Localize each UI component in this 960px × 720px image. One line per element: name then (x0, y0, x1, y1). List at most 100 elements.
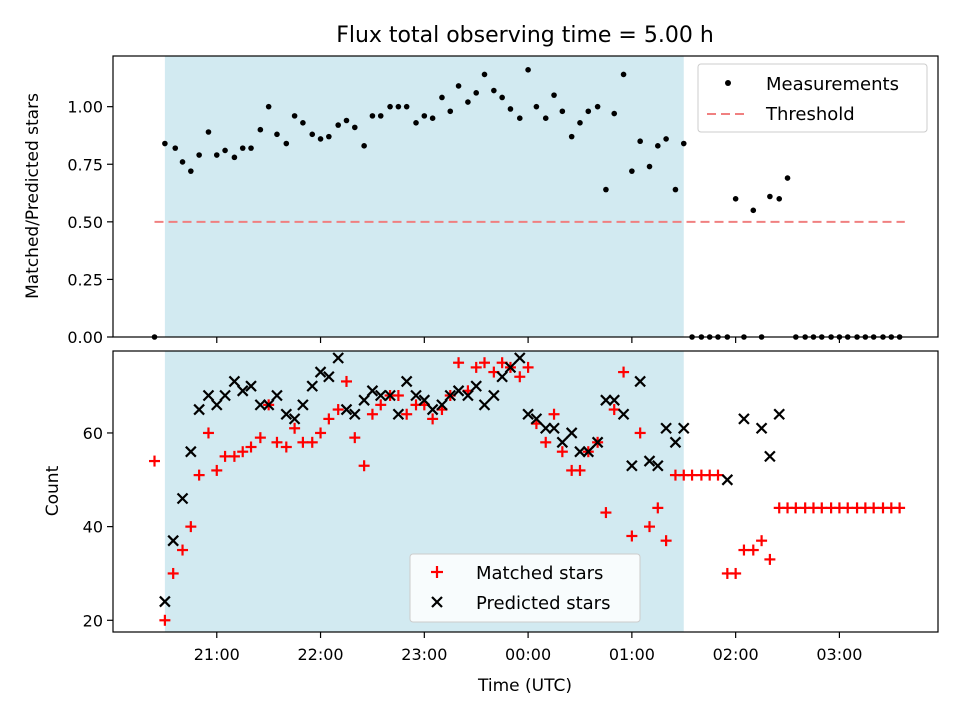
matched-star-point (470, 361, 482, 373)
matched-star-point (297, 436, 309, 448)
predicted-star-point (773, 408, 786, 421)
measurement-point (172, 145, 179, 151)
predicted-star-point (392, 408, 405, 421)
predicted-star-point (374, 389, 387, 402)
matched-star-point (315, 427, 327, 439)
bottom-x-tick-label: 21:00 (194, 645, 240, 664)
measurement-point (309, 131, 316, 138)
predicted-star-point (600, 394, 612, 406)
top-y-tick-label: 1.00 (67, 98, 103, 117)
matched-star-point (202, 427, 214, 439)
matched-star-point (730, 567, 742, 579)
predicted-star-point (652, 459, 664, 472)
matched-star-point (245, 441, 257, 453)
matched-star-point (332, 404, 344, 416)
measurement-point (672, 186, 679, 193)
matched-star-point (211, 464, 223, 476)
bottom-y-tick-label: 60 (83, 424, 103, 443)
predicted-star-point (556, 436, 569, 449)
predicted-star-point (185, 445, 197, 458)
predicted-star-point (626, 459, 638, 472)
measurement-point (222, 147, 228, 154)
matched-star-point (375, 399, 387, 411)
matched-star-point (177, 544, 189, 556)
matched-star-point (764, 553, 776, 565)
measurement-point (387, 103, 393, 110)
predicted-star-point (167, 534, 179, 547)
measurement-point (732, 196, 739, 202)
predicted-star-point (591, 436, 604, 449)
predicted-star-point (236, 385, 249, 397)
measurement-point (516, 115, 523, 121)
bottom-x-tick-label: 02:00 (713, 645, 759, 664)
predicted-star-point (452, 385, 465, 397)
predicted-star-point (306, 380, 319, 392)
predicted-star-point (755, 422, 768, 435)
bottom-x-tick-label: 23:00 (401, 645, 447, 664)
measurement-point (473, 90, 480, 96)
matched-star-point (340, 375, 352, 387)
measurement-point (594, 103, 601, 110)
measurement-point (507, 106, 514, 112)
predicted-star-point (504, 361, 517, 374)
matched-star-point (738, 544, 750, 556)
matched-star-point (644, 521, 656, 533)
matched-star-point (522, 361, 534, 373)
measurement-point (568, 133, 575, 140)
measurement-point (274, 131, 280, 138)
matched-star-point (349, 432, 361, 444)
predicted-star-point (202, 389, 215, 402)
predicted-star-point (539, 422, 552, 435)
bottom-x-tick-label: 03:00 (816, 645, 862, 664)
bottom-legend: Matched stars Predicted stars (409, 553, 641, 623)
measurement-point (248, 145, 254, 151)
predicted-star-point (669, 436, 682, 449)
predicted-star-point (478, 399, 491, 411)
bottom-y-tick-label: 20 (83, 611, 103, 630)
matched-star-point (193, 469, 205, 481)
predicted-star-point (366, 385, 379, 397)
matched-star-point (747, 544, 759, 556)
matched-star-point (540, 436, 552, 448)
measurement-point (629, 168, 635, 174)
matched-star-point (608, 404, 620, 416)
measurement-point (499, 94, 505, 101)
matched-star-point (574, 464, 586, 476)
measurement-point (447, 108, 454, 115)
measurement-point (680, 140, 687, 147)
measurement-point (283, 140, 290, 147)
predicted-star-point (358, 394, 370, 406)
top-y-axis-label: Matched/Predicted stars (23, 93, 43, 299)
measurement-point (542, 115, 549, 121)
measurement-point (481, 71, 488, 78)
measurement-point (421, 113, 428, 119)
predicted-star-point (617, 408, 630, 421)
measurement-point (326, 133, 332, 140)
measurement-point (162, 140, 168, 147)
matched-star-point (149, 455, 161, 467)
matched-star-point (479, 357, 491, 369)
top-y-tick-label: 0.00 (67, 328, 103, 347)
top-y-tick-label: 0.75 (67, 155, 103, 174)
matched-star-point (323, 413, 335, 425)
top-panel: 0.00 0.25 0.50 0.75 1.00 Matched/Predicted s… (23, 55, 939, 347)
matched-star-point (634, 427, 646, 439)
bottom-x-tick-label: 22:00 (297, 645, 343, 664)
matched-star-point (618, 366, 630, 378)
predicted-star-point (219, 389, 231, 402)
predicted-star-point (280, 408, 293, 421)
predicted-star-point (384, 389, 396, 402)
measurement-point (611, 110, 618, 117)
measurement-point (196, 152, 202, 158)
measurement-point (300, 119, 306, 126)
bottom-plot-frame (112, 350, 939, 633)
predicted-star-point (721, 474, 734, 486)
legend-predicted-label: Predicted stars (476, 593, 610, 614)
top-observing-window (164, 56, 684, 337)
legend-matched-marker (431, 566, 443, 578)
measurement-point (655, 143, 661, 149)
measurement-point (637, 138, 643, 145)
matched-star-point (453, 357, 465, 369)
predicted-star-point (193, 403, 205, 416)
